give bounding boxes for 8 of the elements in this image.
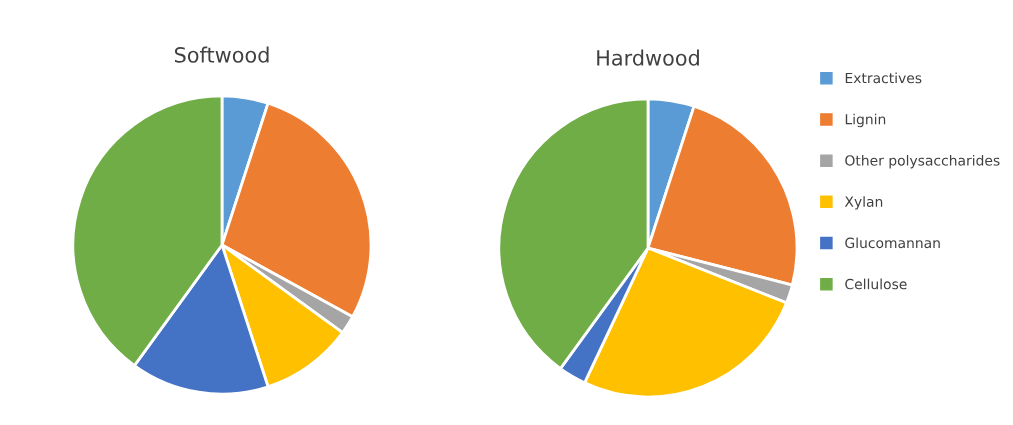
chart-title: Hardwood [597, 49, 699, 66]
legend-label: Cellulose [845, 278, 907, 290]
legend-label: Xylan [844, 196, 883, 210]
legend-label: Lignin [845, 113, 886, 128]
legend-label: Other polysaccharides [845, 154, 1000, 169]
legend-label: Extractives [845, 72, 922, 84]
chart-title: Softwood [174, 46, 269, 63]
legend-label: Glucomannan [845, 237, 940, 249]
